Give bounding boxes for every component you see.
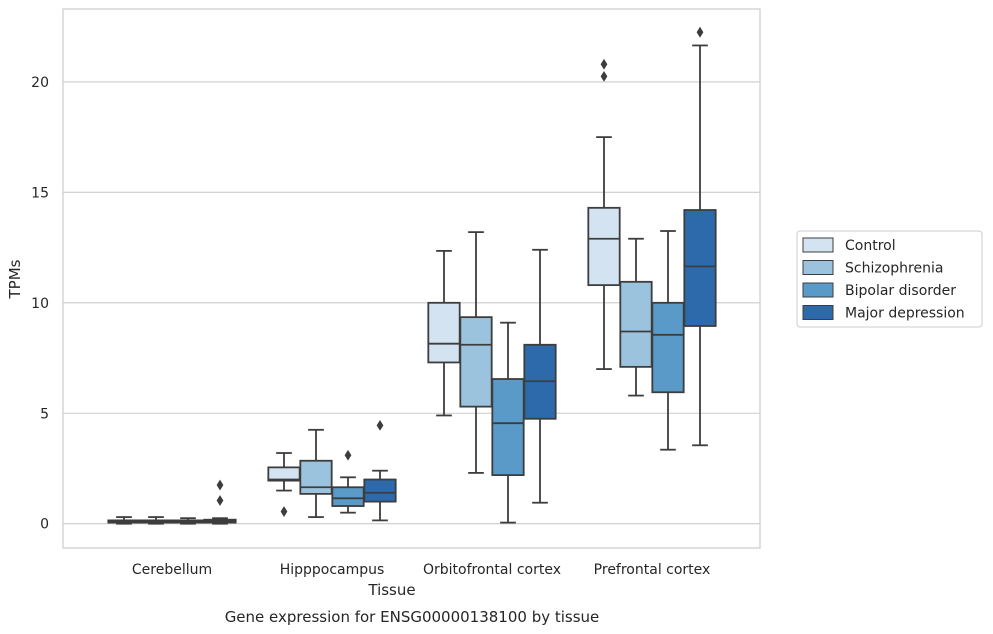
legend-entry-label: Control bbox=[845, 238, 896, 254]
plot-frame bbox=[62, 8, 761, 549]
figure-caption: Gene expression for ENSG00000138100 by t… bbox=[225, 608, 600, 626]
box-orbitofrontal-cortex bbox=[459, 231, 493, 474]
box-iqr bbox=[363, 478, 397, 503]
box-iqr bbox=[299, 459, 333, 495]
y-tick-label: 15 bbox=[31, 185, 49, 201]
box-prefrontal-cortex bbox=[683, 26, 717, 447]
box-iqr bbox=[459, 316, 493, 408]
y-tick-label: 5 bbox=[40, 406, 49, 422]
x-tick-label: Prefrontal cortex bbox=[594, 562, 711, 578]
y-tick-label: 10 bbox=[31, 296, 49, 312]
x-tick-labels: Cerebellum Hipppocampus Orbitofrontal cort… bbox=[132, 562, 710, 578]
box-iqr bbox=[651, 301, 685, 394]
box-orbitofrontal-cortex bbox=[427, 249, 461, 417]
box-iqr bbox=[491, 378, 525, 477]
box-hipppocampus bbox=[299, 428, 333, 518]
y-tick-label: 20 bbox=[31, 75, 49, 91]
legend-swatch bbox=[802, 305, 834, 320]
legend-entry-label: Major depression bbox=[845, 306, 965, 322]
outlier-point bbox=[216, 479, 224, 491]
outlier-point bbox=[376, 419, 384, 431]
legend-swatch bbox=[802, 260, 834, 275]
x-axis-label: Tissue bbox=[367, 581, 415, 599]
box-iqr bbox=[427, 301, 461, 364]
box-iqr bbox=[683, 209, 717, 327]
box-cerebellum bbox=[171, 517, 205, 525]
box-orbitofrontal-cortex bbox=[491, 321, 525, 524]
outlier-point bbox=[280, 506, 288, 517]
outlier-point bbox=[216, 495, 224, 506]
x-tick-label: Cerebellum bbox=[132, 562, 212, 578]
box-hipppocampus bbox=[267, 452, 301, 517]
box-prefrontal-cortex bbox=[651, 230, 685, 451]
box-iqr bbox=[331, 486, 365, 507]
y-tick-labels: 0 5 10 15 20 bbox=[31, 75, 49, 533]
box-series-bipolar-disorder bbox=[171, 230, 685, 525]
legend-swatch bbox=[802, 237, 834, 253]
box-series-major-depression bbox=[203, 26, 717, 525]
box-prefrontal-cortex bbox=[587, 58, 621, 370]
legend-swatch bbox=[802, 282, 834, 298]
box-series bbox=[107, 26, 717, 525]
box-iqr bbox=[587, 206, 621, 287]
legend-entry-label: Bipolar disorder bbox=[845, 283, 956, 299]
y-axis-label: TPMs bbox=[6, 259, 24, 299]
box-prefrontal-cortex bbox=[619, 237, 653, 397]
legend-entry-label: Schizophrenia bbox=[845, 261, 943, 277]
y-tick-label: 0 bbox=[40, 517, 49, 533]
box-series-control bbox=[107, 58, 621, 525]
box-hipppocampus bbox=[331, 449, 365, 514]
outlier-point bbox=[600, 58, 608, 70]
x-tick-label: Hipppocampus bbox=[280, 562, 385, 578]
outlier-point bbox=[696, 26, 704, 38]
legend-frame bbox=[796, 230, 983, 328]
legend: Control Schizophrenia Bipolar disorder Majo… bbox=[796, 230, 983, 328]
box-hipppocampus bbox=[363, 419, 397, 522]
outlier-point bbox=[600, 70, 608, 82]
box-series-schizophrenia bbox=[139, 231, 653, 525]
box-orbitofrontal-cortex bbox=[523, 248, 557, 504]
box-cerebellum bbox=[203, 479, 237, 525]
outlier-point bbox=[344, 449, 352, 461]
x-tick-label: Orbitofrontal cortex bbox=[423, 562, 561, 578]
box-iqr bbox=[619, 280, 653, 368]
